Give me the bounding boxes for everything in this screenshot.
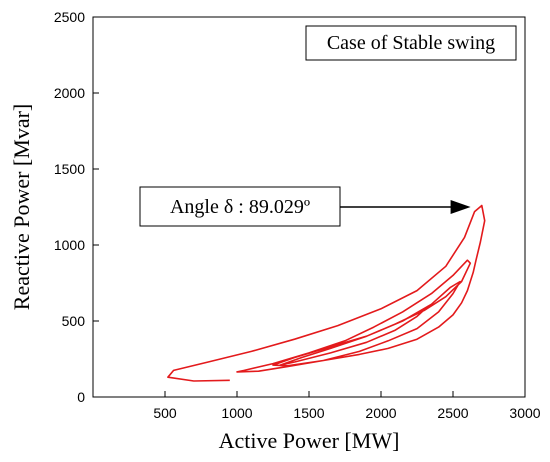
legend-text: Case of Stable swing <box>327 32 495 54</box>
y-tick-label: 500 <box>62 313 86 329</box>
y-axis-label: Reactive Power [Mvar] <box>9 104 34 310</box>
axis-ticks: 500 1000 1500 2000 2500 3000 0 500 1000 1500 2000 2… <box>54 9 541 421</box>
x-axis-label: Active Power [MW] <box>219 428 400 453</box>
x-tick-label: 500 <box>153 405 177 421</box>
x-tick-label: 2500 <box>437 405 468 421</box>
legend-frame <box>305 25 517 61</box>
annotation: Angle δ : 89.029º <box>139 186 471 227</box>
annotation-text: Angle δ : 89.029º <box>170 196 310 218</box>
x-tick-label: 1500 <box>293 405 324 421</box>
series-line <box>167 204 486 382</box>
y-tick-label: 1500 <box>54 161 85 177</box>
x-tick-label: 2000 <box>365 405 396 421</box>
x-tick-label: 3000 <box>509 405 540 421</box>
y-tick-label: 1000 <box>54 237 85 253</box>
y-tick-label: 2500 <box>54 9 85 25</box>
x-tick-label: 1000 <box>221 405 252 421</box>
y-tick-label: 2000 <box>54 85 85 101</box>
legend-box: Case of Stable swing <box>305 25 517 61</box>
y-tick-label: 0 <box>77 389 85 405</box>
annotation-frame <box>139 186 341 227</box>
annotation-arrowhead <box>450 200 471 214</box>
